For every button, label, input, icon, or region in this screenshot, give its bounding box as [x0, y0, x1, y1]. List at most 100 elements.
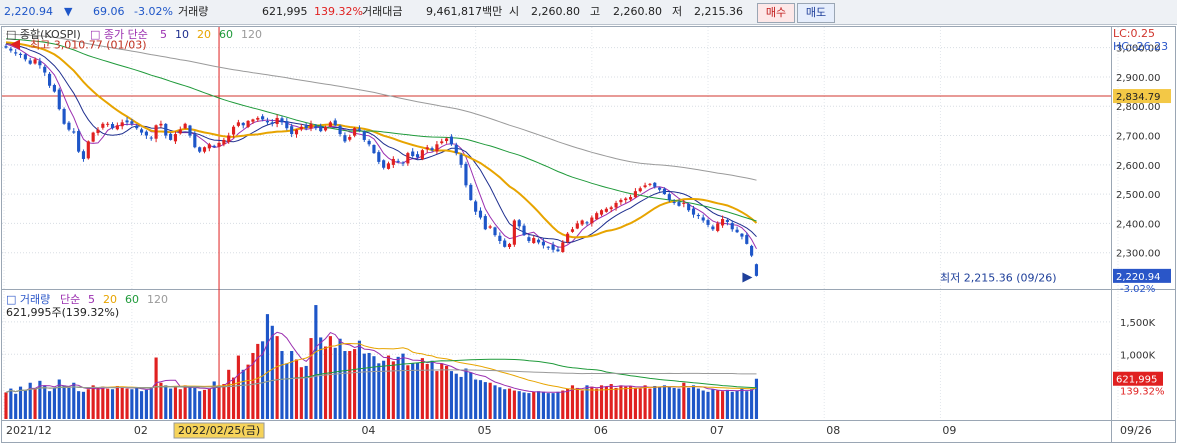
candle-body — [585, 222, 589, 224]
volume-bar — [614, 387, 618, 419]
index-name: □ 종합(KOSPI) — [6, 28, 81, 41]
volume-bar — [23, 390, 27, 419]
last-volume-label: 621,995 — [1116, 375, 1157, 386]
candle-body — [188, 125, 192, 136]
candle-body — [406, 153, 410, 164]
volume-bar — [236, 355, 240, 419]
low-value: 2,215.36 — [694, 5, 743, 18]
volume-bar — [299, 367, 303, 419]
volume-bar — [38, 380, 42, 419]
price-ma-period-label: 5 — [160, 28, 167, 41]
volume-bar — [314, 305, 318, 419]
candle-body — [290, 126, 294, 135]
buy-button[interactable]: 매수 — [757, 3, 795, 23]
volume-bar — [265, 314, 270, 419]
candle-body — [507, 243, 512, 247]
xaxis-tick-label: 05 — [478, 424, 492, 437]
candle-body — [110, 124, 115, 129]
volume-bar — [382, 360, 386, 419]
volume-bar — [682, 382, 686, 419]
xaxis-tick-label: 04 — [361, 424, 375, 437]
candle-body — [348, 136, 352, 140]
last-price-pct: -3.02% — [1120, 284, 1155, 295]
candle-body — [551, 244, 555, 250]
candle-body — [599, 210, 604, 215]
volume-bar — [222, 384, 226, 419]
candle-body — [212, 145, 216, 148]
volume-bar — [464, 368, 468, 419]
volume-bar — [658, 387, 662, 419]
volume-bar — [604, 386, 608, 419]
candle-body — [115, 125, 119, 130]
volume-ma-period-label: 5 — [88, 293, 95, 306]
candle-body — [328, 122, 332, 127]
volume-bar — [125, 388, 129, 419]
volume-bar — [556, 391, 560, 419]
candle-body — [241, 122, 245, 126]
volume-bar — [144, 389, 148, 419]
xaxis-tick-label: 09/26 — [1120, 424, 1152, 437]
candle-body — [130, 121, 134, 124]
candle-body — [638, 188, 642, 192]
candle-body — [144, 131, 148, 136]
volume-bar — [716, 390, 720, 419]
candle-body — [614, 202, 618, 208]
candle-body — [72, 131, 76, 133]
xaxis-tick-label: 02 — [134, 424, 148, 437]
volume-bar — [449, 371, 454, 419]
volume-bar — [735, 390, 739, 419]
candle-body — [236, 122, 240, 126]
candle-body — [624, 198, 628, 201]
price-ma120-line — [5, 33, 757, 181]
candle-body — [691, 208, 696, 215]
candle-body — [570, 229, 575, 232]
volume-bar — [77, 391, 81, 419]
candle-body — [575, 223, 579, 229]
volume-bar — [62, 385, 66, 419]
candle-body — [120, 122, 124, 127]
candle-body — [246, 120, 250, 127]
candle-body — [164, 123, 168, 136]
candle-body — [716, 223, 720, 231]
volume-bar — [246, 364, 250, 419]
candle-body — [52, 85, 56, 92]
price-plot-area — [2, 27, 1111, 288]
candle-body — [139, 129, 144, 133]
volume-bar — [503, 389, 507, 419]
volume-bar — [169, 388, 173, 419]
sell-button[interactable]: 매도 — [797, 3, 835, 23]
hc-label: HC:-26.23 — [1113, 40, 1168, 53]
volume-bar — [391, 361, 395, 419]
last-volume-pct: 139.32% — [1120, 387, 1165, 398]
volume-bar — [430, 360, 434, 419]
open-value: 2,260.80 — [531, 5, 580, 18]
candle-body — [96, 129, 100, 133]
volume-bar — [541, 391, 545, 419]
volume-bar — [425, 363, 429, 419]
reference-value-box — [1113, 89, 1171, 104]
candle-body — [454, 144, 458, 154]
current-price: 2,220.94 — [4, 5, 53, 18]
volume-bar — [648, 388, 652, 419]
volume-bar — [101, 386, 105, 419]
quote-bar: 2,220.94 ▼ 69.06 -3.02% 거래량 621,995 139.… — [0, 0, 1177, 25]
max-annotation: 최고 3,010.77 (01/03) — [30, 38, 147, 51]
candle-body — [357, 128, 362, 130]
candle-body — [566, 233, 570, 242]
min-annotation: 최저 2,215.36 (09/26) — [940, 272, 1057, 285]
candle-body — [730, 223, 734, 230]
last-price-box — [1113, 268, 1171, 283]
volume-bar — [570, 385, 575, 419]
candle-body — [580, 220, 584, 225]
candle-body — [135, 125, 139, 129]
volume-bar — [595, 388, 599, 419]
volume-ma120-line — [5, 369, 757, 393]
volume-bar — [454, 373, 458, 419]
candle-body — [57, 89, 61, 110]
volume-bar — [294, 359, 299, 419]
volume-bar — [609, 384, 613, 419]
volume-bar — [372, 356, 376, 419]
volume-bar — [115, 385, 119, 419]
candle-body — [159, 123, 163, 126]
